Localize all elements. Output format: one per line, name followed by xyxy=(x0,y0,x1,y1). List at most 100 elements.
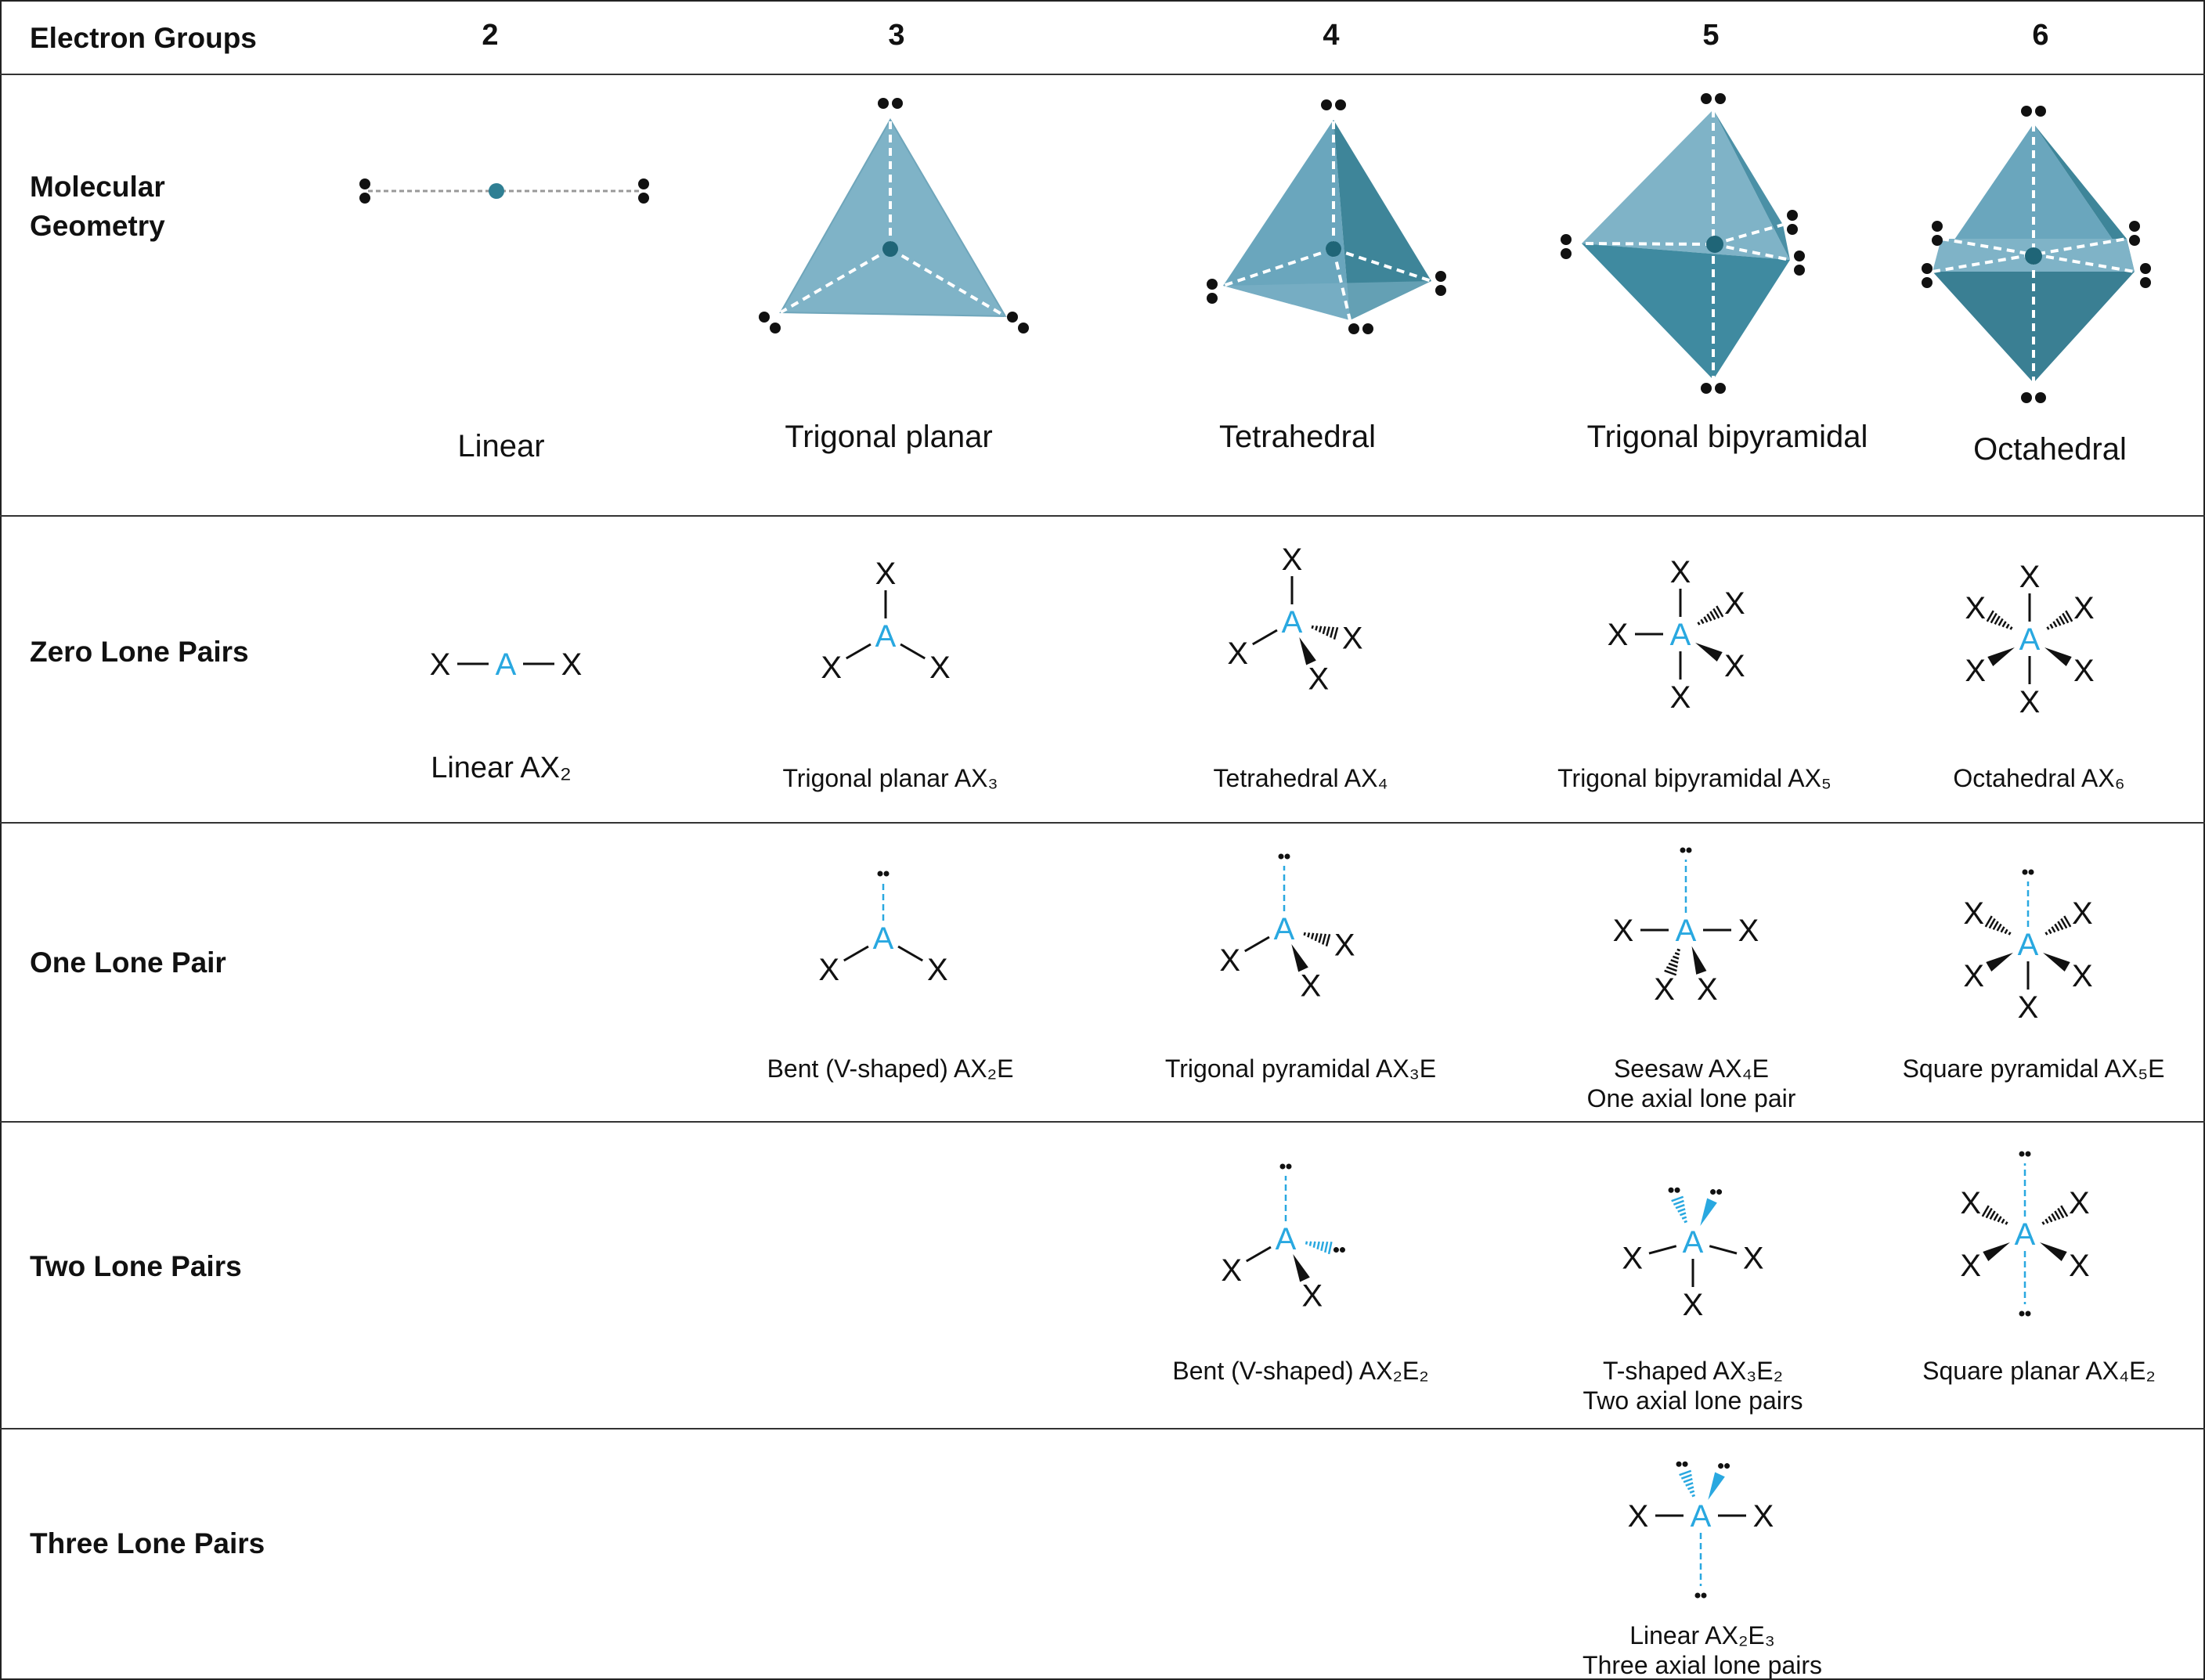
lone-pair-dot xyxy=(1701,93,1712,104)
wedge-bond xyxy=(1983,1242,2010,1262)
row-divider xyxy=(0,1121,2205,1123)
single-bond xyxy=(846,643,872,660)
lone-pair-dot xyxy=(1362,323,1373,334)
caption-ax2e2: Bent (V-shaped) AX₂E₂ xyxy=(1172,1357,1429,1385)
hash-bond xyxy=(2059,615,2066,625)
hash-bond xyxy=(1712,607,1720,619)
hash-bond xyxy=(1673,1199,1684,1206)
lone-pair-dot xyxy=(1694,1592,1701,1599)
hash-bond xyxy=(2055,618,2062,626)
ligand-label: X xyxy=(2018,990,2039,1025)
header-title: Electron Groups xyxy=(30,22,257,54)
ax4e-structure: AX XX X xyxy=(1613,847,1759,1007)
hash-bond xyxy=(1325,933,1331,947)
ligand-label: X xyxy=(1654,972,1675,1007)
lone-pair-dot xyxy=(759,312,770,323)
geometry-name-trigonal-bipyramidal: Trigonal bipyramidal xyxy=(1586,420,1868,454)
lone-pair-dot xyxy=(1207,279,1218,290)
hash-bond xyxy=(1989,1210,1996,1220)
ligand-label: X xyxy=(1301,1279,1323,1314)
hash-bond xyxy=(2005,623,2010,629)
wedge-bond xyxy=(1293,1253,1310,1282)
hash-bond xyxy=(2009,626,2013,630)
single-bond xyxy=(1244,936,1270,953)
single-bond xyxy=(1252,629,1278,646)
ligand-label: X xyxy=(2073,591,2095,625)
hash-bond xyxy=(2001,621,2007,628)
hash-bond xyxy=(1677,1208,1686,1213)
ligand-label: X xyxy=(1965,591,1986,625)
ax3e-structure: AX XX xyxy=(1219,853,1355,1004)
caption-note: Two axial lone pairs xyxy=(1582,1386,1803,1415)
hash-bond xyxy=(1318,933,1323,943)
row-label-three-lone-pairs: Three Lone Pairs xyxy=(30,1527,265,1559)
lone-pair-dot xyxy=(359,178,370,189)
lone-pair-dot xyxy=(1701,1592,1707,1599)
wedge-bond xyxy=(1700,1198,1717,1227)
hash-bond xyxy=(2041,1221,2045,1225)
lone-pair-dot xyxy=(2022,869,2028,875)
ligand-label: X xyxy=(1282,543,1303,577)
hash-bond xyxy=(2044,932,2048,936)
wedge-bond xyxy=(1691,946,1707,975)
lone-pair-dot xyxy=(1279,1163,1286,1170)
hash-bond xyxy=(1675,1203,1685,1210)
ligand-label: X xyxy=(1743,1242,1764,1276)
hash-bond xyxy=(2049,623,2054,629)
hash-bond xyxy=(1305,1241,1308,1245)
ligand-label: X xyxy=(1613,914,1634,948)
hash-bond xyxy=(1706,613,1712,622)
lone-pair-dot xyxy=(1278,853,1284,860)
hash-bond xyxy=(1322,933,1327,945)
ligand-label: X xyxy=(1960,1249,1981,1283)
ligand-label: X xyxy=(875,557,897,591)
hash-bond xyxy=(1308,1241,1312,1246)
ligand-label: X xyxy=(2069,1249,2090,1283)
ligand-label: X xyxy=(1965,654,1986,688)
central-atom-label: A xyxy=(2018,928,2039,962)
ligand-label: X xyxy=(927,953,948,987)
lone-pair-dot xyxy=(1787,224,1798,235)
ax4e2-structure: AX XX X xyxy=(1960,1151,2090,1317)
geometry-name-octahedral: Octahedral xyxy=(1973,432,2127,467)
lone-pair-dot xyxy=(1787,210,1798,221)
ligand-label: X xyxy=(1963,896,1984,931)
ligand-label: X xyxy=(2069,1186,2090,1220)
hash-bond xyxy=(2000,926,2005,933)
hash-bond xyxy=(1687,1486,1694,1491)
ligand-label: X xyxy=(561,647,583,682)
lone-pair-dot xyxy=(1932,235,1943,246)
lone-pair-dot xyxy=(1561,248,1572,259)
hash-bond xyxy=(1689,1490,1695,1494)
lone-pair-dot xyxy=(1794,251,1805,261)
lone-pair-dot xyxy=(1710,1189,1716,1195)
geometry-name-tetrahedral: Tetrahedral xyxy=(1218,420,1377,454)
hash-bond xyxy=(2044,1218,2049,1224)
hash-bond xyxy=(2062,612,2070,624)
ligand-label: X xyxy=(1334,928,1355,963)
lone-pair-dot xyxy=(2021,392,2032,403)
ax2e3-structure: AX X xyxy=(1628,1461,1774,1599)
lone-pair-dot xyxy=(2019,1310,2025,1317)
ax3e2-structure: AX XX xyxy=(1622,1187,1764,1322)
ax4-structure: AXX XX xyxy=(1227,543,1362,697)
caption-name: Linear AX₂E₃ xyxy=(1629,1621,1775,1649)
caption-name: T-shaped AX₃E₂ xyxy=(1602,1357,1784,1385)
ligand-label: X xyxy=(1308,662,1329,697)
ligand-label: X xyxy=(2019,560,2041,594)
hash-bond xyxy=(1994,615,2001,625)
lone-pair-dot xyxy=(877,871,883,877)
wedge-bond xyxy=(1291,943,1308,972)
linear-geometry-figure xyxy=(368,183,640,199)
hash-bond xyxy=(1664,969,1677,976)
lone-pair-dot xyxy=(1286,1163,1292,1170)
row-divider xyxy=(0,515,2205,517)
ax2-structure: AX X xyxy=(430,647,583,682)
hash-bond xyxy=(1671,1195,1684,1202)
hash-bond xyxy=(2051,926,2056,933)
caption-note: One axial lone pair xyxy=(1586,1084,1796,1112)
column-header-4: 4 xyxy=(1323,19,1340,52)
caption-ax5e: Square pyramidal AX₅E xyxy=(1902,1055,2165,1083)
hash-bond xyxy=(2048,1216,2053,1223)
